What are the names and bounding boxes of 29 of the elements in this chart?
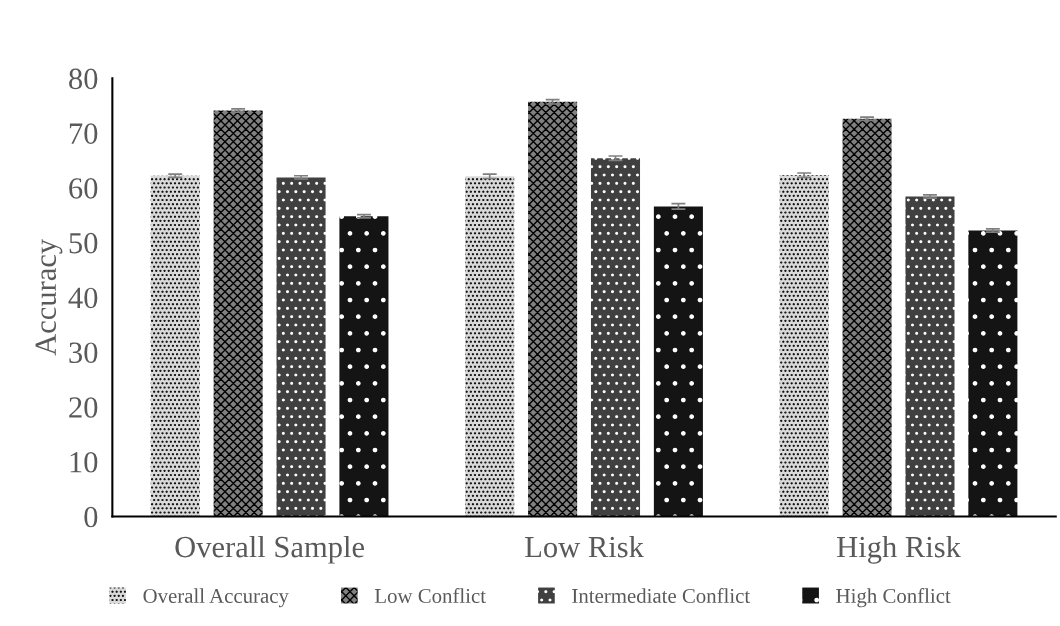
y-tick-label: 60 — [69, 178, 98, 199]
bar — [276, 177, 326, 517]
legend-label: Intermediate Conflict — [572, 588, 751, 603]
bar — [779, 175, 829, 517]
y-tick-label: 30 — [69, 342, 98, 364]
bar — [905, 196, 955, 517]
y-tick-label: 40 — [68, 287, 98, 309]
bar — [968, 230, 1018, 517]
x-tick-label: High Risk — [837, 535, 961, 564]
y-tick-label: 80 — [69, 68, 98, 90]
y-tick-label: 70 — [69, 123, 98, 144]
bar — [528, 101, 578, 517]
y-tick-label: 50 — [69, 232, 98, 254]
legend-label: High Conflict — [836, 588, 951, 608]
y-tick-label: 10 — [70, 451, 98, 473]
bar — [150, 175, 200, 517]
x-tick-label: Low Risk — [525, 535, 644, 558]
legend-label: Overall Accuracy — [143, 588, 289, 608]
bar — [590, 158, 641, 517]
bar — [213, 110, 263, 517]
bar — [842, 118, 892, 517]
legend-label: Low Conflict — [374, 588, 486, 603]
y-tick-label: 0 — [84, 506, 98, 528]
bar — [465, 176, 515, 517]
y-axis-title: Accuracy — [35, 238, 63, 356]
bar — [653, 206, 703, 517]
x-tick-label: Overall Sample — [175, 535, 364, 564]
bar — [339, 216, 389, 517]
y-tick-label: 20 — [69, 397, 98, 418]
